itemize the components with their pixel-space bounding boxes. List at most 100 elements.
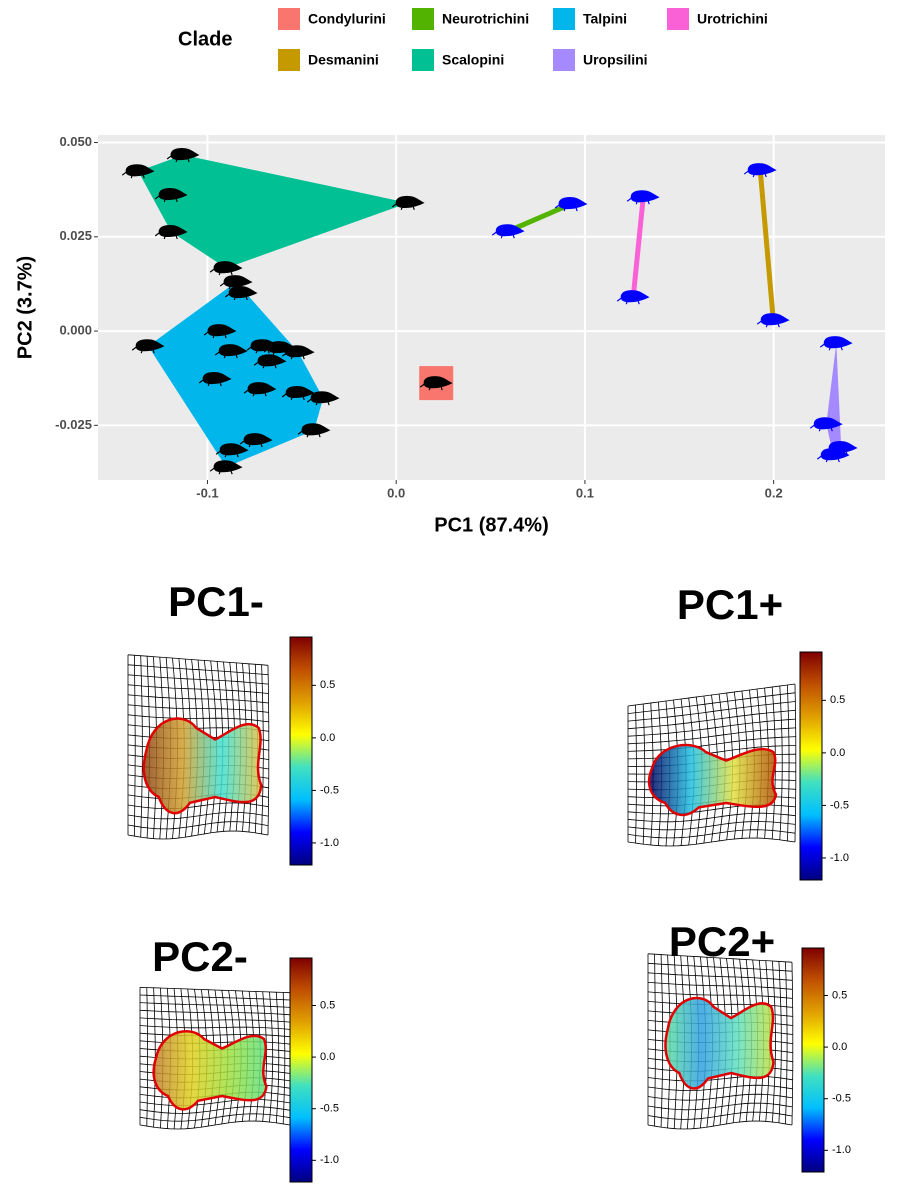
grid-stroke bbox=[647, 953, 793, 963]
grid-stroke bbox=[139, 1017, 291, 1023]
grid-stroke bbox=[627, 683, 796, 707]
colorbar-tick-label: -1.0 bbox=[320, 1154, 339, 1166]
legend-key bbox=[412, 8, 434, 30]
grid-stroke bbox=[647, 1111, 793, 1120]
legend-key bbox=[553, 49, 575, 71]
colorbar bbox=[801, 947, 825, 1173]
grid-stroke bbox=[647, 1084, 793, 1091]
x-tick-label: 0.1 bbox=[576, 485, 594, 500]
specimen-point bbox=[554, 197, 588, 212]
specimen-point bbox=[743, 163, 777, 178]
grid-stroke bbox=[139, 994, 291, 1001]
specimen-point bbox=[281, 385, 315, 401]
specimen-point bbox=[219, 275, 253, 290]
grid-stroke bbox=[627, 821, 796, 831]
y-tick-label: 0.025 bbox=[59, 228, 92, 243]
colorbar-tick-label: -0.5 bbox=[320, 1103, 339, 1115]
specimen-point bbox=[756, 313, 790, 328]
y-tick-label: 0.000 bbox=[59, 323, 92, 338]
specimen-point bbox=[306, 391, 340, 406]
colorbar-tick-label: 0.5 bbox=[832, 989, 847, 1001]
grid-stroke bbox=[127, 811, 269, 820]
colorbar-tick-label: 0.0 bbox=[320, 732, 335, 744]
specimen-point bbox=[166, 148, 200, 163]
grid-stroke bbox=[139, 1025, 291, 1030]
panel-title: PC2- bbox=[152, 933, 248, 980]
legend-key bbox=[412, 49, 434, 71]
grid-stroke bbox=[647, 982, 793, 990]
grid-stroke bbox=[647, 962, 793, 972]
specimen-point bbox=[203, 324, 237, 339]
legend-label: Urotrichini bbox=[697, 11, 768, 27]
grid-stroke bbox=[127, 694, 269, 704]
colorbar-tick-label: -0.5 bbox=[320, 784, 339, 796]
colorbar-tick-label: 0.5 bbox=[830, 694, 845, 706]
clade-link bbox=[507, 201, 573, 234]
colorbar-tick-label: -1.0 bbox=[832, 1144, 851, 1156]
specimen-point bbox=[131, 339, 165, 354]
grid-stroke bbox=[139, 1120, 291, 1130]
grid-stroke bbox=[127, 802, 269, 810]
panel-title: PC1+ bbox=[677, 581, 783, 628]
specimen-point bbox=[209, 460, 243, 475]
colorbar-tick-label: 0.5 bbox=[320, 999, 335, 1011]
grid-stroke bbox=[647, 1120, 793, 1130]
specimen-point bbox=[239, 433, 273, 448]
grid-stroke bbox=[127, 714, 269, 723]
grid-stroke bbox=[139, 1032, 291, 1038]
colorbar-tick-label: -0.5 bbox=[830, 799, 849, 811]
colorbar-tick-label: 0.0 bbox=[320, 1051, 335, 1063]
grid-stroke bbox=[627, 736, 796, 752]
specimen-point bbox=[616, 290, 650, 305]
x-tick-label: -0.1 bbox=[196, 485, 218, 500]
specimen-point bbox=[816, 448, 850, 463]
legend-key bbox=[553, 8, 575, 30]
grid-stroke bbox=[647, 991, 793, 999]
legend-label: Desmanini bbox=[308, 52, 379, 68]
grid-stroke bbox=[647, 1102, 793, 1111]
legend-label: Neurotrichini bbox=[442, 11, 529, 27]
specimen-point bbox=[224, 286, 258, 301]
grid-stroke bbox=[647, 972, 793, 981]
specimen-point bbox=[243, 382, 277, 397]
grid-stroke bbox=[139, 1098, 291, 1107]
colorbar-tick-label: 0.0 bbox=[832, 1041, 847, 1053]
specimen-point bbox=[419, 376, 453, 391]
colorbar bbox=[289, 636, 313, 866]
clade-link bbox=[630, 196, 646, 298]
legend-key bbox=[278, 49, 300, 71]
legend-label: Condylurini bbox=[308, 11, 386, 27]
grid-stroke bbox=[139, 1113, 291, 1122]
legend-key bbox=[278, 8, 300, 30]
y-tick-label: -0.025 bbox=[55, 417, 92, 432]
specimen-point bbox=[297, 423, 331, 438]
grid-stroke bbox=[127, 664, 269, 676]
grid-stroke bbox=[139, 1009, 291, 1016]
grid-stroke bbox=[127, 821, 269, 830]
grid-stroke bbox=[627, 701, 796, 722]
specimen-point bbox=[214, 344, 248, 359]
grid-stroke bbox=[627, 692, 796, 714]
grid-stroke bbox=[627, 812, 796, 823]
specimen-point bbox=[809, 417, 843, 432]
legend-label: Talpini bbox=[583, 11, 627, 27]
clade-link bbox=[757, 169, 776, 321]
shape-outline bbox=[144, 719, 261, 814]
specimen-point bbox=[198, 372, 232, 387]
specimen-point bbox=[819, 336, 853, 351]
grid-stroke bbox=[627, 837, 796, 847]
shape-outline bbox=[649, 745, 776, 815]
panel-title: PC1- bbox=[168, 578, 264, 625]
specimen-point bbox=[154, 188, 188, 203]
grid-stroke bbox=[647, 1093, 793, 1101]
grid-stroke bbox=[627, 709, 796, 730]
x-tick-label: 0.2 bbox=[765, 485, 783, 500]
grid-stroke bbox=[627, 727, 796, 745]
y-axis-title: PC2 (3.7%) bbox=[14, 256, 36, 359]
colorbar-tick-label: 0.0 bbox=[830, 747, 845, 759]
shape-outline bbox=[154, 1031, 267, 1109]
grid-stroke bbox=[127, 830, 269, 840]
specimen-point bbox=[121, 164, 155, 179]
grid-stroke bbox=[139, 986, 291, 994]
